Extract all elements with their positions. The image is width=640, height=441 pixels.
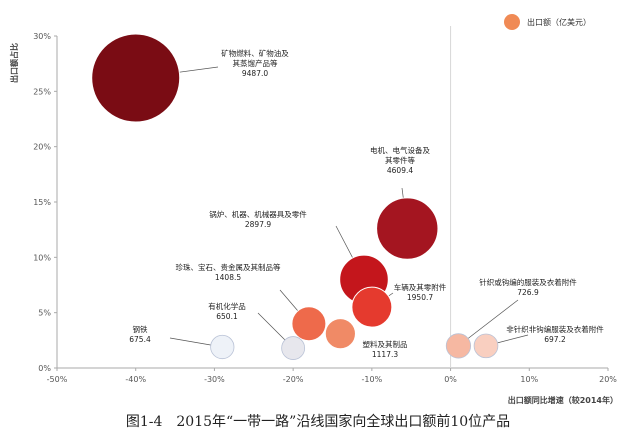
bubble-name-label: 有机化学品 xyxy=(208,301,246,311)
bubble xyxy=(473,333,499,359)
y-tick-label: 0% xyxy=(38,364,51,373)
bubble xyxy=(91,33,181,123)
bubble xyxy=(351,286,393,328)
bubble-value-label: 4609.4 xyxy=(387,166,413,175)
y-tick-label: 25% xyxy=(33,87,51,96)
bubble-name-label: 车辆及其零附件 xyxy=(394,282,447,292)
x-tick-label: -30% xyxy=(204,375,225,384)
bubble-name-label: 塑料及其制品 xyxy=(363,339,408,349)
x-tick-label: 10% xyxy=(520,375,538,384)
bubble-value-label: 1117.3 xyxy=(372,350,398,359)
y-tick-label: 30% xyxy=(33,32,51,41)
bubble-value-label: 9487.0 xyxy=(242,69,268,78)
figure-caption: 图1-4 2015年“一带一路”沿线国家向全球出口额前10位产品 xyxy=(126,413,510,430)
bubble-value-label: 650.1 xyxy=(216,312,238,321)
bubble xyxy=(291,306,327,342)
x-tick-label: -50% xyxy=(47,375,68,384)
bubble-value-label: 726.9 xyxy=(517,288,539,297)
y-tick-label: 5% xyxy=(38,309,51,318)
x-tick-label: -10% xyxy=(362,375,383,384)
legend-swatch xyxy=(504,14,520,30)
bubble-name-label: 锅炉、机器、机械器具及零件 xyxy=(209,209,307,219)
bubble-name-label: 非针织非钩编服装及衣着附件 xyxy=(506,324,604,334)
bubbles xyxy=(91,33,499,360)
bubble-name-label: 矿物燃料、矿物油及 xyxy=(221,48,289,58)
bubble xyxy=(281,336,306,360)
bubble xyxy=(324,318,356,350)
bubble-name-label: 电机、电气设备及 xyxy=(370,145,430,155)
x-tick-label: -40% xyxy=(125,375,146,384)
bubble-name-label: 针织或钩编的服装及衣着附件 xyxy=(479,277,577,287)
legend: 出口额（亿美元） xyxy=(504,14,591,30)
y-tick-label: 20% xyxy=(33,143,51,152)
bubble xyxy=(445,333,472,359)
x-axis-title: 出口额同比增速（较2014年） xyxy=(508,395,618,405)
bubble-value-label: 1950.7 xyxy=(407,293,433,302)
bubble-value-label: 675.4 xyxy=(129,335,151,344)
bubble-name-label: 钢铁 xyxy=(133,324,148,334)
bubble-value-label: 1408.5 xyxy=(215,273,241,282)
bubble xyxy=(376,197,439,260)
label-leaders xyxy=(135,66,529,349)
bubble xyxy=(210,334,235,360)
y-tick-label: 10% xyxy=(33,253,51,262)
y-axis-title: 出口额占比 xyxy=(9,43,19,83)
x-tick-label: -20% xyxy=(283,375,304,384)
x-tick-label: 20% xyxy=(599,375,617,384)
y-tick-label: 15% xyxy=(33,198,51,207)
bubble-value-label: 2897.9 xyxy=(245,220,271,229)
x-tick-label: 0% xyxy=(444,375,457,384)
bubble-name-label: 其零件等 xyxy=(385,155,415,165)
bubble-value-label: 697.2 xyxy=(544,335,566,344)
legend-label: 出口额（亿美元） xyxy=(527,17,591,27)
bubble-name-label: 其蒸馏产品等 xyxy=(233,58,278,68)
chart-ticks: -50% -40% -30% -20% -10% 0% 10% 20% 0% 5% 10% 15% 20… xyxy=(33,32,617,384)
bubble-name-label: 珍珠、宝石、贵金属及其制品等 xyxy=(176,262,281,272)
